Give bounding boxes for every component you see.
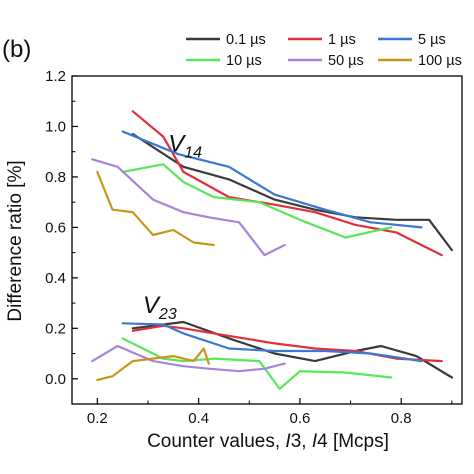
- y-tick-label: 0.8: [45, 169, 66, 186]
- x-axis-title: Counter values, I3, I4 [Mcps]: [147, 431, 389, 452]
- x-axis: 0.2 0.4 0.6 0.8: [87, 398, 453, 427]
- x-tick-label: 0.8: [391, 410, 412, 427]
- legend-label-5: 100 µs: [418, 53, 462, 69]
- y-tick-label: 0.0: [45, 371, 66, 388]
- series-line-3-v14: [121, 163, 393, 239]
- series-line-0-v23: [131, 320, 453, 379]
- legend-label-2: 5 µs: [418, 32, 446, 48]
- series-layer: [91, 110, 453, 390]
- series-line-5-v14: [96, 170, 215, 247]
- series-line-4-v14: [91, 158, 286, 257]
- y-axis: 0.0 0.2 0.4 0.6 0.8 1.0 1.2: [45, 68, 78, 388]
- annotation-v14: V14: [168, 131, 202, 162]
- x-tick-label: 0.4: [188, 410, 209, 427]
- y-tick-label: 1.0: [45, 118, 66, 135]
- series-line-5-v23: [96, 347, 210, 382]
- legend-label-1: 1 µs: [328, 32, 356, 48]
- y-tick-label: 0.2: [45, 320, 66, 337]
- y-tick-label: 1.2: [45, 68, 66, 85]
- series-line-4-v23: [91, 344, 286, 373]
- annotations: V14 V23: [143, 131, 202, 323]
- legend-label-3: 10 µs: [226, 53, 262, 69]
- series-line-3-v23: [121, 337, 393, 390]
- series-line-2-v23: [121, 322, 423, 363]
- annotation-v23: V23: [143, 292, 177, 323]
- legend-label-0: 0.1 µs: [226, 32, 266, 48]
- series-line-0-v14: [131, 132, 453, 252]
- legend-label-4: 50 µs: [328, 53, 364, 69]
- panel-label: (b): [2, 36, 31, 63]
- legend: 0.1 µs 1 µs 5 µs 10 µs 50 µs 100 µs: [186, 32, 462, 69]
- plot-frame: [71, 75, 463, 405]
- series-line-2-v14: [121, 130, 423, 229]
- y-tick-label: 0.4: [45, 270, 66, 287]
- x-tick-label: 0.6: [289, 410, 310, 427]
- y-tick-label: 0.6: [45, 219, 66, 236]
- x-tick-label: 0.2: [87, 410, 108, 427]
- y-axis-title: Difference ratio [%]: [5, 160, 26, 321]
